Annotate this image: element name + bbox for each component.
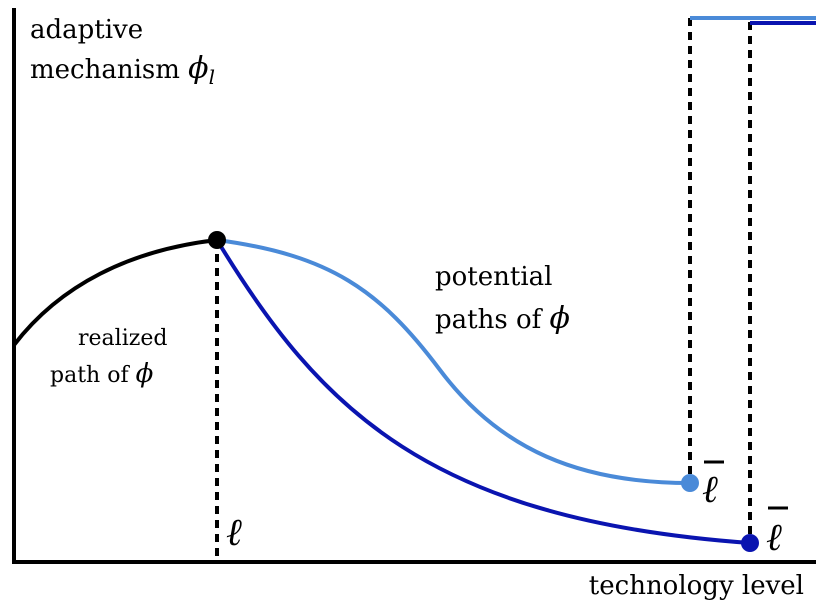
potential-line2: paths of ϕ (435, 301, 570, 336)
dark-path (215, 238, 751, 545)
realized-path (12, 238, 218, 347)
potential-line1: potential (435, 262, 552, 292)
symbol: ϕ (188, 51, 208, 86)
subscript: l (209, 65, 215, 89)
text: paths of (435, 305, 550, 335)
light-path (216, 238, 691, 485)
dark-end-point (741, 534, 759, 552)
realized-line2: path of ϕ (50, 359, 154, 389)
text: mechanism (30, 55, 188, 85)
ell-bar-marker: ℓ (766, 515, 782, 559)
y-label-line2: mechanism ϕl (30, 51, 215, 89)
peak-point (208, 231, 226, 249)
symbol: ϕ (550, 301, 570, 336)
ell-bar-marker: ℓ (702, 467, 718, 511)
x-axis-label: technology level (589, 571, 804, 601)
symbol: ϕ (136, 359, 154, 389)
light-end-point (681, 474, 699, 492)
ell-marker: ℓ (226, 510, 242, 554)
text: path of (50, 363, 136, 388)
y-label-line1: adaptive (30, 15, 143, 45)
realized-line1: realized (78, 326, 167, 351)
